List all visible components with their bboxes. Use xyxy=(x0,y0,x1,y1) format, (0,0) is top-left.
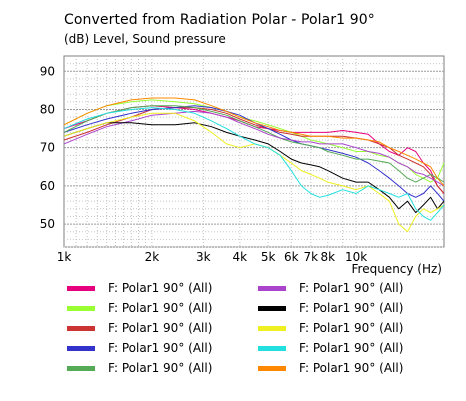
y-tick-label: 50 xyxy=(40,217,55,231)
y-tick-label: 70 xyxy=(40,141,55,155)
y-tick-label: 60 xyxy=(40,179,55,193)
chart-title: Converted from Radiation Polar - Polar1 … xyxy=(64,12,375,28)
series-line-10 xyxy=(63,97,445,187)
x-tick-label: 4k xyxy=(233,250,248,264)
x-tick-layer: 1k 2k 3k 4k 5k 6k 7k 8k 10k xyxy=(57,250,368,264)
x-tick-label: 7k xyxy=(304,250,319,264)
series-line-7 xyxy=(63,122,445,214)
chart-subtitle: (dB) Level, Sound pressure xyxy=(64,32,226,46)
x-axis-label: Frequency (Hz) xyxy=(352,262,443,276)
plot-area xyxy=(63,55,445,248)
x-tick-label: 3k xyxy=(196,250,211,264)
x-tick-label: 6k xyxy=(284,250,299,264)
grid-layer xyxy=(64,56,444,248)
x-tick-label: 1k xyxy=(57,250,72,264)
x-tick-label: 10k xyxy=(345,250,367,264)
x-tick-label: 2k xyxy=(145,250,160,264)
series-line-1 xyxy=(63,105,445,194)
y-tick-label: 80 xyxy=(40,102,55,116)
x-tick-label: 8k xyxy=(320,250,335,264)
series-layer xyxy=(63,97,445,233)
y-tick-label: 90 xyxy=(40,64,55,78)
x-tick-label: 5k xyxy=(261,250,276,264)
series-line-8 xyxy=(63,112,445,233)
y-tick-layer: 50 60 70 80 90 xyxy=(40,64,55,231)
series-line-5 xyxy=(63,105,445,183)
series-line-9 xyxy=(63,107,445,221)
